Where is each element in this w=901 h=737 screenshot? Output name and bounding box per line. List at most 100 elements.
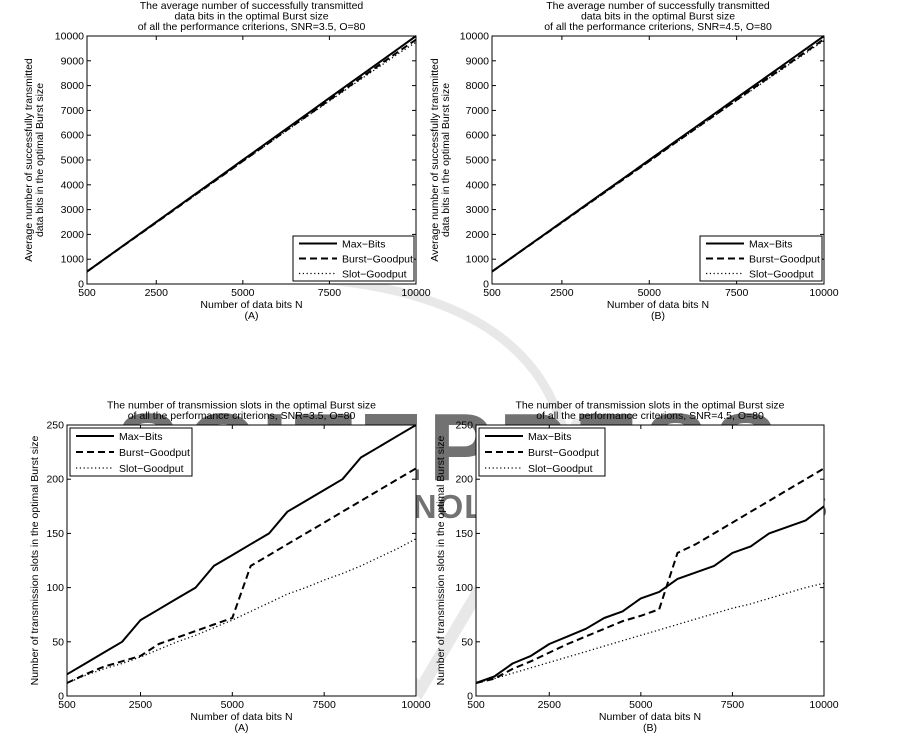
legend-label: Slot−Goodput (342, 268, 407, 280)
x-tick-label: 500 (467, 699, 485, 711)
x-axis-label: Number of data bits N (200, 299, 302, 311)
chart-title-line: data bits in the optimal Burst size (581, 11, 735, 23)
panel-caption: (B) (643, 722, 657, 734)
series-line-dashed (66, 467, 417, 684)
y-tick-label: 100 (455, 582, 473, 594)
series-line-dashed (491, 38, 825, 273)
x-tick-label: 5000 (638, 287, 662, 299)
y-tick-label: 2000 (466, 229, 490, 241)
chart-title-line: The average number of successfully trans… (546, 0, 770, 12)
series-line-solid (66, 424, 417, 676)
legend-label: Slot−Goodput (119, 463, 184, 475)
legend-label: Burst−Goodput (528, 447, 599, 459)
x-tick-label: 500 (58, 699, 76, 711)
chart-title-line: The number of transmission slots in the … (515, 400, 784, 412)
x-tick-label: 500 (483, 287, 501, 299)
y-tick-label: 4000 (466, 179, 490, 191)
y-tick-label: 0 (78, 279, 84, 291)
chart-title-line: The number of transmission slots in the … (107, 400, 376, 412)
legend-label: Slot−Goodput (528, 463, 593, 475)
y-tick-label: 50 (461, 636, 473, 648)
y-tick-label: 1000 (61, 254, 85, 266)
y-tick-label: 150 (46, 528, 64, 540)
series-line-dotted (66, 538, 417, 684)
y-tick-label: 7000 (466, 105, 490, 117)
panel-caption: (A) (235, 722, 249, 734)
y-tick-label: 10000 (55, 31, 84, 43)
y-tick-label: 9000 (466, 55, 490, 67)
chart-title-line: of all the performance criterions, SNR=3… (128, 410, 356, 422)
y-axis-label-line: Number of transmission slots in the opti… (435, 435, 447, 685)
x-tick-label: 7500 (312, 699, 336, 711)
x-tick-label: 2500 (538, 699, 562, 711)
y-tick-label: 6000 (61, 130, 85, 142)
y-tick-label: 8000 (466, 80, 490, 92)
y-tick-label: 7000 (61, 105, 85, 117)
y-tick-label: 150 (455, 528, 473, 540)
y-axis-label-line: Number of transmission slots in the opti… (29, 435, 41, 685)
x-axis-label: Number of data bits N (599, 711, 701, 723)
y-tick-label: 10000 (460, 31, 489, 43)
x-tick-label: 7500 (318, 287, 342, 299)
y-tick-label: 250 (46, 420, 64, 432)
y-tick-label: 6000 (466, 130, 490, 142)
legend-label: Max−Bits (528, 431, 571, 443)
chart-4: The number of transmission slots in the … (435, 400, 839, 735)
chart-title-line: of all the performance criterions, SNR=3… (138, 21, 366, 33)
x-tick-label: 10000 (809, 699, 838, 711)
y-tick-label: 200 (46, 474, 64, 486)
y-tick-label: 2000 (61, 229, 85, 241)
chart-3: The number of transmission slots in the … (29, 400, 431, 735)
legend-label: Burst−Goodput (119, 447, 190, 459)
chart-title-line: of all the performance criterions, SNR=4… (536, 410, 764, 422)
y-tick-label: 250 (455, 420, 473, 432)
x-tick-label: 2500 (550, 287, 574, 299)
legend-label: Burst−Goodput (342, 253, 413, 265)
x-axis-label: Number of data bits N (190, 711, 292, 723)
x-tick-label: 10000 (809, 287, 838, 299)
x-tick-label: 5000 (221, 699, 245, 711)
legend-label: Burst−Goodput (749, 253, 820, 265)
chart-title-line: The average number of successfully trans… (140, 0, 364, 12)
y-tick-label: 9000 (61, 55, 85, 67)
chart-2: The average number of successfully trans… (429, 0, 839, 322)
series-line-dotted (86, 41, 417, 273)
y-tick-label: 4000 (61, 179, 85, 191)
y-axis-label-line: data bits in the optimal Burst size (440, 83, 452, 237)
chart-1: The average number of successfully trans… (23, 0, 431, 322)
charts: The average number of successfully trans… (23, 0, 839, 734)
y-tick-label: 3000 (61, 204, 85, 216)
x-tick-label: 7500 (725, 287, 749, 299)
y-axis-label-line: Average number of successfully transmitt… (23, 58, 35, 262)
y-tick-label: 0 (467, 691, 473, 703)
y-tick-label: 0 (58, 691, 64, 703)
panel-caption: (A) (245, 310, 259, 322)
y-tick-label: 0 (483, 279, 489, 291)
x-tick-label: 2500 (145, 287, 169, 299)
y-tick-label: 3000 (466, 204, 490, 216)
y-axis-label-line: Average number of successfully transmitt… (429, 58, 441, 262)
legend: Max−Bits Burst−Goodput Slot−Goodput (699, 235, 823, 282)
y-tick-label: 8000 (61, 80, 85, 92)
series-line-dashed (475, 467, 825, 684)
x-tick-label: 10000 (401, 287, 430, 299)
y-axis-label-line: data bits in the optimal Burst size (34, 83, 46, 237)
y-tick-label: 50 (52, 636, 64, 648)
y-tick-label: 1000 (466, 254, 490, 266)
y-tick-label: 5000 (466, 155, 490, 167)
x-tick-label: 5000 (629, 699, 653, 711)
y-tick-label: 5000 (61, 155, 85, 167)
panel-caption: (B) (651, 310, 665, 322)
y-tick-label: 200 (455, 474, 473, 486)
x-tick-label: 5000 (231, 287, 255, 299)
x-tick-label: 500 (78, 287, 96, 299)
legend-label: Max−Bits (119, 431, 162, 443)
series-line-solid (475, 505, 825, 684)
x-tick-label: 10000 (401, 699, 430, 711)
x-tick-label: 7500 (721, 699, 745, 711)
x-tick-label: 2500 (129, 699, 153, 711)
legend-label: Max−Bits (749, 238, 792, 250)
legend: Max−Bits Burst−Goodput Slot−Goodput (69, 427, 193, 477)
legend-label: Max−Bits (342, 238, 385, 250)
y-tick-label: 100 (46, 582, 64, 594)
